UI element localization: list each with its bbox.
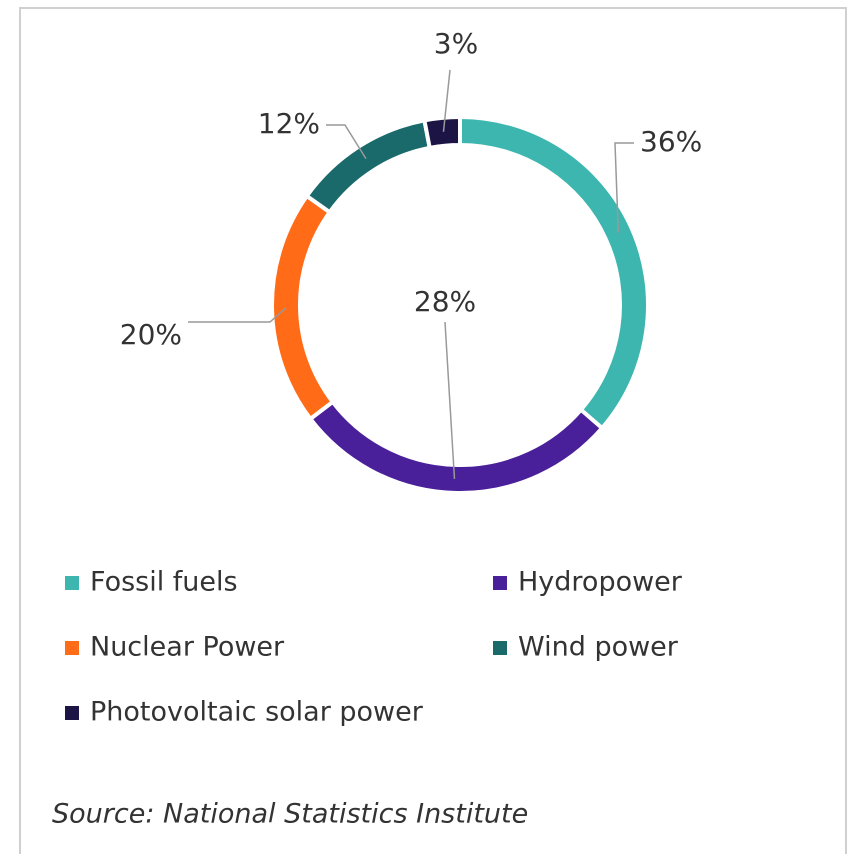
donut-segment [458, 114, 650, 431]
leader-line [444, 321, 456, 479]
donut-segment [422, 114, 462, 151]
data-label: 3% [434, 27, 478, 60]
leader-line [614, 142, 634, 233]
legend-swatch [493, 576, 507, 590]
donut-segment [270, 193, 336, 422]
data-label: 28% [414, 285, 476, 318]
leader-line [188, 307, 287, 323]
legend-label: Nuclear Power [90, 632, 285, 663]
legend-label: Wind power [518, 632, 679, 663]
legend-label: Hydropower [518, 567, 683, 598]
data-label: 36% [640, 125, 702, 158]
legend-swatch [493, 641, 507, 655]
data-label: 12% [258, 107, 320, 140]
legend-swatch [65, 576, 79, 590]
legend-label: Photovoltaic solar power [90, 697, 424, 728]
frame [19, 7, 847, 858]
leader-line [326, 124, 367, 160]
legend-swatch [65, 706, 79, 720]
legend-label: Fossil fuels [90, 567, 238, 598]
donut-segment [304, 118, 433, 215]
legend-swatch [65, 641, 79, 655]
source: Source: National Statistics Institute [52, 799, 528, 830]
data-label: 20% [120, 318, 182, 351]
donut-segment [307, 399, 605, 495]
leader-line [442, 69, 451, 132]
